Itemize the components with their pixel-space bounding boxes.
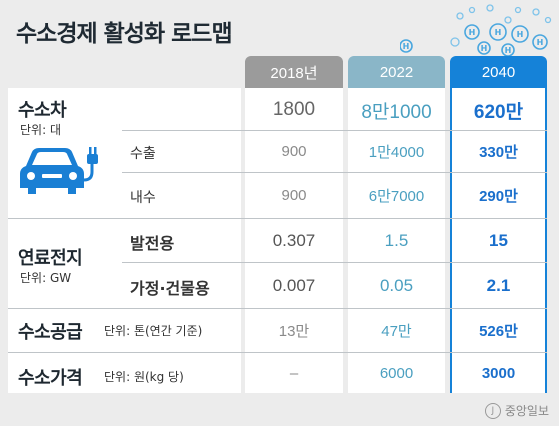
supply-2018: 13만 <box>278 323 310 340</box>
fuelcell-power-2022: 1.5 <box>384 230 409 250</box>
column-2022-background <box>348 88 445 393</box>
fuelcell-power-2018: 0.307 <box>272 230 316 250</box>
fuelcell-home-2018: 0.007 <box>272 275 316 295</box>
hydrogen-bubbles-icon: H H H H H H H <box>400 4 552 57</box>
price-unit: 단위: 원(kg 당) <box>104 370 184 384</box>
header-2018: 2018년 <box>245 56 343 88</box>
row-divider <box>8 218 547 219</box>
row-divider <box>122 262 547 263</box>
bubble-letter: H <box>537 38 544 47</box>
bubble-letter: H <box>469 28 476 37</box>
credit: J 중앙일보 <box>484 402 549 419</box>
car-domestic-2018: 900 <box>281 187 307 204</box>
price-2040: 3000 <box>481 364 516 382</box>
label-column-background <box>8 88 241 393</box>
car-domestic-2040: 290만 <box>479 188 518 205</box>
car-export-2018: 900 <box>281 143 307 160</box>
car-domestic-label: 내수 <box>130 190 156 206</box>
supply-2040: 526만 <box>479 323 518 340</box>
car-export-label: 수출 <box>130 146 156 162</box>
row-divider <box>122 172 547 173</box>
price-2018: – <box>289 364 299 382</box>
fuelcell-category: 연료전지 <box>18 248 83 269</box>
car-category: 수소차 <box>18 100 67 121</box>
fuelcell-unit: 단위: GW <box>20 271 72 285</box>
column-2018-background <box>245 88 343 393</box>
bubble-letter: H <box>495 28 502 37</box>
row-divider <box>122 130 547 131</box>
car-unit: 단위: 대 <box>20 123 61 137</box>
row-divider <box>8 308 547 309</box>
bubble-letter: H <box>517 30 524 39</box>
header-2040: 2040 <box>450 56 547 88</box>
car-charging-icon <box>20 147 98 194</box>
price-category: 수소가격 <box>18 368 83 389</box>
fuelcell-power-2040: 15 <box>489 230 508 250</box>
row-divider <box>8 352 547 353</box>
credit-text: 중앙일보 <box>504 404 549 418</box>
car-total-2022: 8만1000 <box>361 101 432 123</box>
supply-category: 수소공급 <box>18 322 83 343</box>
supply-unit: 단위: 톤(연간 기준) <box>104 324 203 338</box>
car-domestic-2022: 6만7000 <box>368 188 425 205</box>
bubble-letter: H <box>481 44 488 53</box>
joongang-logo-icon: J <box>484 402 501 419</box>
bubble-letter: H <box>403 42 410 51</box>
car-total-2018: 1800 <box>272 99 316 120</box>
column-2040-background <box>450 88 547 393</box>
header-2022: 2022 <box>348 56 445 88</box>
fuelcell-home-2022: 0.05 <box>379 275 414 295</box>
bubble-letter: H <box>505 46 512 55</box>
page-title: 수소경제 활성화 로드맵 <box>16 21 233 47</box>
fuelcell-home-label: 가정·건물용 <box>130 279 210 298</box>
fuelcell-home-2040: 2.1 <box>486 275 511 295</box>
car-export-2040: 330만 <box>479 144 518 161</box>
car-export-2022: 1만4000 <box>368 144 425 161</box>
fuelcell-power-label: 발전용 <box>130 234 175 253</box>
car-total-2040: 620만 <box>473 101 524 123</box>
supply-2022: 47만 <box>381 323 412 340</box>
price-2022: 6000 <box>379 364 414 382</box>
